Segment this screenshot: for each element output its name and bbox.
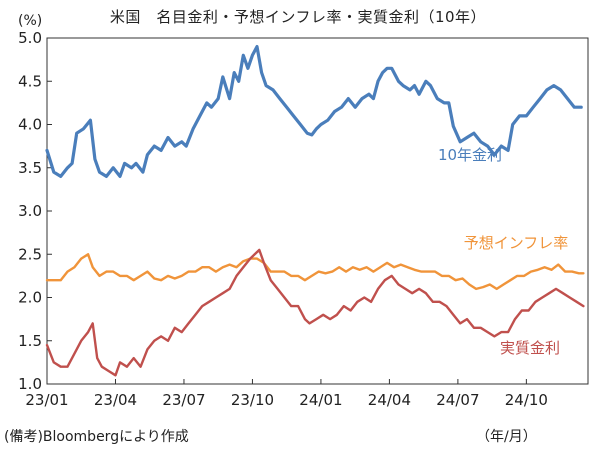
axes: 1.0 1.5 2.0 2.5 3.0 3.5 4.0 4.5 5.0 23/01 23/04 23/… <box>18 29 589 409</box>
x-tick-label: 23/01 <box>25 391 68 409</box>
x-tick-label: 23/04 <box>94 391 137 409</box>
series-label-real-yield: 実質金利 <box>500 339 560 357</box>
x-tick-label: 23/07 <box>162 391 205 409</box>
chart-title: 米国 名目金利・予想インフレ率・実質金利（10年） <box>109 8 487 26</box>
series-layer <box>45 45 585 377</box>
y-tick-label: 1.0 <box>18 375 42 393</box>
y-tick-label: 4.0 <box>18 116 42 134</box>
x-tick-label: 24/10 <box>505 391 548 409</box>
y-tick-label: 3.5 <box>18 159 42 177</box>
series-line-nominal-yield <box>45 45 583 178</box>
y-axis-unit: (%) <box>18 13 43 29</box>
series-line-inflation-expectation <box>45 253 585 291</box>
x-tick-label: 24/04 <box>368 391 411 409</box>
y-tick-label: 5.0 <box>18 29 42 47</box>
series-label-inflation-expectation: 予想インフレ率 <box>464 234 569 252</box>
y-tick-label: 4.5 <box>18 72 42 90</box>
y-tick-label: 2.5 <box>18 245 42 263</box>
y-tick-label: 1.5 <box>18 332 42 350</box>
x-axis-unit: （年/月） <box>476 429 537 445</box>
series-label-nominal-yield: 10年金利 <box>438 146 502 164</box>
y-tick-label: 3.0 <box>18 202 42 220</box>
x-tick-label: 24/01 <box>299 391 342 409</box>
x-tick-label: 24/07 <box>436 391 479 409</box>
x-tick-label: 23/10 <box>231 391 274 409</box>
y-tick-label: 2.0 <box>18 289 42 307</box>
series-line-real-yield <box>45 248 585 377</box>
source-note: (備考)Bloombergにより作成 <box>4 429 189 445</box>
